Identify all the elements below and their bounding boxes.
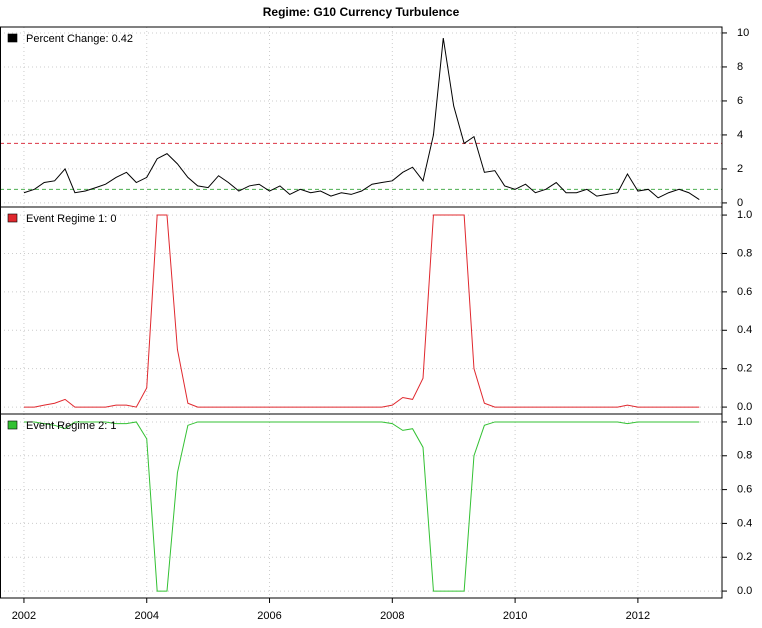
legend-swatch [7, 420, 18, 430]
panel-frame [0, 413, 723, 599]
y-tick-label: 0.6 [737, 286, 752, 298]
y-tick-label: 0.8 [737, 247, 752, 259]
y-tick-label: 0.4 [737, 324, 752, 336]
y-tick-label: 1.0 [737, 416, 752, 428]
series-line [23, 421, 700, 592]
y-tick-label: 1.0 [737, 209, 752, 221]
x-tick-label: 2002 [12, 610, 36, 622]
x-tick-label: 2010 [503, 610, 527, 622]
x-tick-label: 2008 [380, 610, 404, 622]
legend-label: Event Regime 1: 0 [26, 213, 117, 225]
y-tick-label: 8 [737, 61, 743, 73]
series-line [23, 214, 700, 408]
panel-frame [0, 206, 723, 415]
y-tick-label: 6 [737, 95, 743, 107]
legend-label: Percent Change: 0.42 [26, 33, 133, 45]
y-tick-label: 0.8 [737, 450, 752, 462]
y-tick-label: 0.0 [737, 585, 752, 597]
y-tick-label: 0 [737, 197, 743, 209]
y-tick-label: 0.6 [737, 484, 752, 496]
x-tick-label: 2006 [257, 610, 281, 622]
y-tick-label: 0.2 [737, 551, 752, 563]
y-tick-label: 4 [737, 129, 743, 141]
panel-frame [0, 26, 723, 208]
y-tick-label: 0.4 [737, 517, 752, 529]
x-tick-label: 2012 [626, 610, 650, 622]
legend-label: Event Regime 2: 1 [26, 420, 117, 432]
series-line [23, 37, 700, 200]
y-tick-label: 0.0 [737, 401, 752, 413]
y-tick-label: 0.2 [737, 363, 752, 375]
y-tick-label: 10 [737, 27, 749, 39]
legend-swatch [7, 213, 18, 223]
chart-title: Regime: G10 Currency Turbulence [263, 5, 460, 19]
legend-swatch [7, 33, 18, 43]
x-tick-label: 2004 [134, 610, 158, 622]
y-tick-label: 2 [737, 163, 743, 175]
